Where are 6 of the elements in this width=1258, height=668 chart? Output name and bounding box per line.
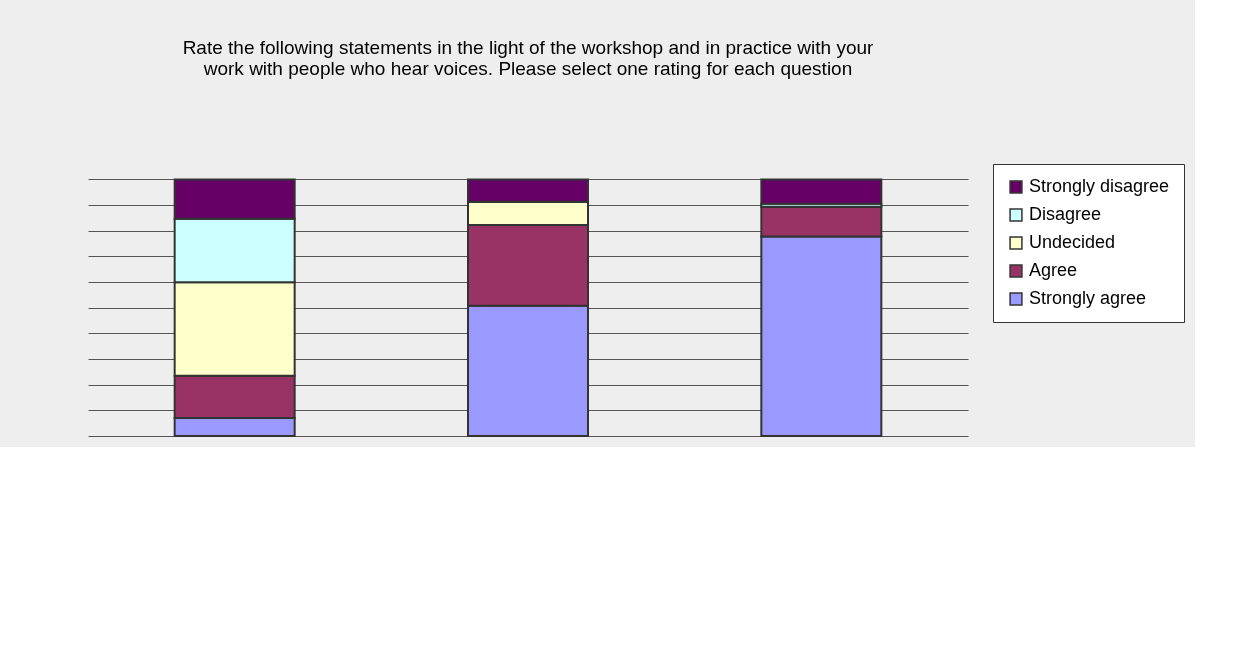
chart-title: Rate the following statements in the light of the workshop and in practice with your work with people who hear voices. Please select one rating for each question (182, 36, 875, 79)
legend-label: Undecided (1029, 232, 1116, 252)
legend-label: Strongly agree (1029, 288, 1147, 308)
legend-label: Agree (1029, 260, 1078, 280)
legend-label: Strongly disagree (1029, 176, 1170, 196)
legend-label: Disagree (1029, 204, 1102, 224)
